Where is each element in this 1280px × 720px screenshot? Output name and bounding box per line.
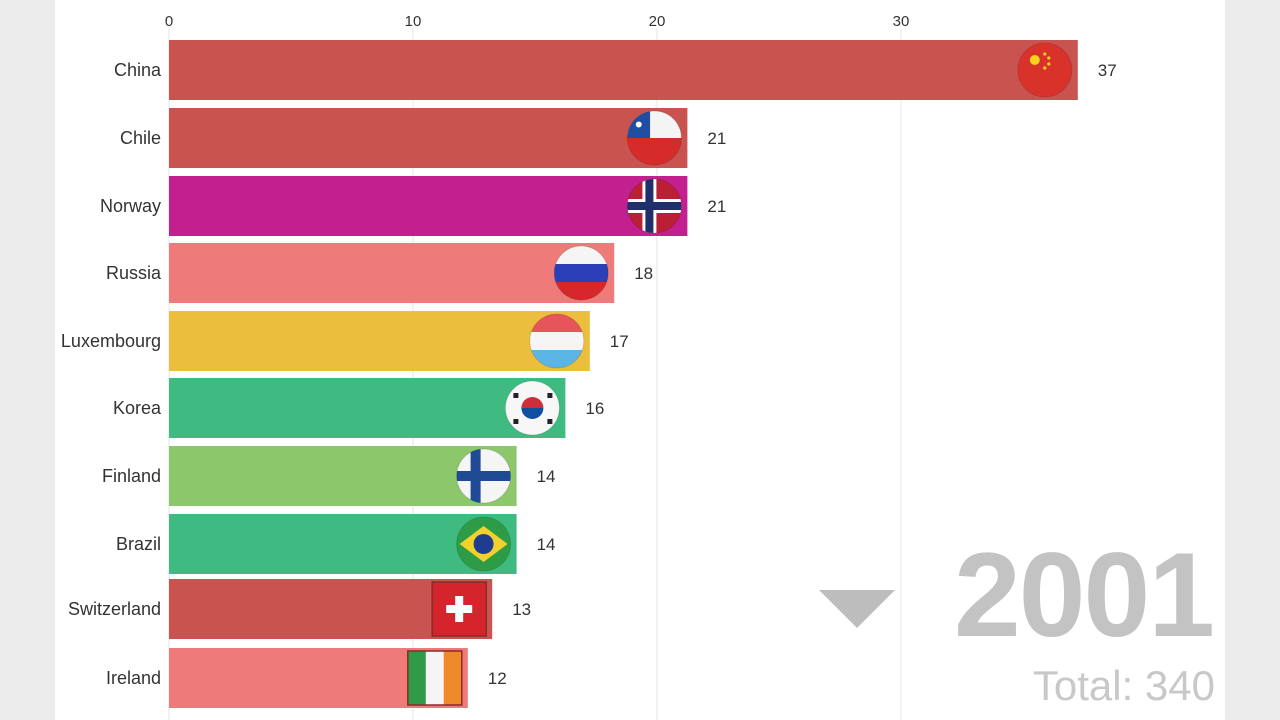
category-label: Ireland [106,668,161,688]
category-label: Korea [113,398,162,418]
bar-russia [169,243,615,303]
bar-chart: 0 10 20 30 China 37 Chile 21 Norway 21 Russia 18 Lux… [61,13,1117,720]
chile-flag-icon [626,110,682,166]
category-label: Switzerland [68,599,161,619]
chart-stage: 0 10 20 30 China 37 Chile 21 Norway 21 Russia 18 Lux… [55,0,1225,720]
value-label: 14 [537,467,556,486]
value-label: 14 [537,535,556,554]
norway-flag-icon [626,178,682,234]
down-triangle-icon [819,590,895,628]
china-flag-icon [1017,42,1073,98]
bar-chile [169,108,688,168]
value-label: 21 [707,197,726,216]
value-label: 37 [1098,61,1117,80]
category-label: Chile [120,128,161,148]
total-label: Total: 340 [1032,662,1215,709]
value-label: 16 [585,399,604,418]
korea-flag-icon [504,380,560,436]
ireland-flag-icon [407,650,463,706]
luxembourg-flag-icon [529,313,585,369]
russia-flag-icon [553,245,609,301]
bar-korea [169,378,566,438]
category-label: Russia [106,263,162,283]
bar-luxembourg [169,311,590,371]
value-label: 13 [512,600,531,619]
brazil-flag-icon [456,516,512,572]
category-label: Brazil [116,534,161,554]
bar-china [169,40,1078,100]
value-label: 21 [707,129,726,148]
category-label: Finland [102,466,161,486]
finland-flag-icon [456,448,512,504]
category-label: Luxembourg [61,331,161,351]
x-tick-label: 10 [405,13,422,30]
bar-norway [169,176,688,236]
year-label: 2001 [954,528,1215,662]
x-tick-label: 0 [165,13,173,30]
x-tick-label: 20 [649,13,666,30]
switzerland-flag-icon [431,581,487,637]
x-tick-label: 30 [893,13,910,30]
value-label: 12 [488,669,507,688]
value-label: 17 [610,332,629,351]
category-label: Norway [100,196,161,216]
category-label: China [114,60,162,80]
value-label: 18 [634,264,653,283]
